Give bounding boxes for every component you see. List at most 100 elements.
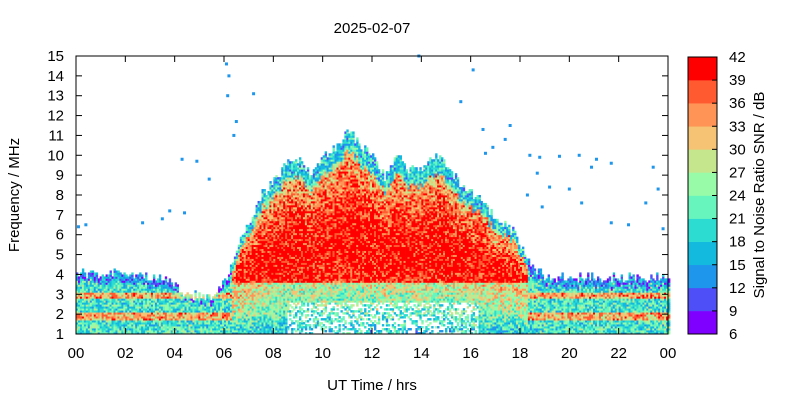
heatmap-cell	[127, 318, 130, 321]
heatmap-cell	[76, 310, 79, 313]
heatmap-cell	[277, 310, 280, 313]
heatmap-cell	[131, 282, 134, 285]
heatmap-cell	[156, 304, 160, 307]
heatmap-cell	[237, 286, 241, 289]
heatmap-cell	[306, 218, 310, 222]
heatmap-cell	[133, 306, 136, 309]
heatmap-cell	[302, 228, 306, 232]
heatmap-cell	[81, 274, 85, 277]
heatmap-cell	[291, 328, 294, 331]
heatmap-cell	[180, 306, 183, 309]
heatmap-cell	[247, 240, 251, 244]
heatmap-cell	[267, 264, 270, 267]
heatmap-cell	[77, 300, 81, 303]
heatmap-cell	[283, 202, 286, 206]
heatmap-cell	[253, 258, 256, 261]
heatmap-cell	[289, 210, 292, 214]
heatmap-cell	[271, 232, 274, 236]
heatmap-cell	[247, 244, 251, 248]
heatmap-cell	[273, 330, 276, 333]
heatmap-cell	[306, 276, 310, 279]
heatmap-cell	[298, 230, 302, 234]
heatmap-cell	[259, 208, 262, 212]
heatmap-cell	[297, 266, 300, 269]
heatmap-cell	[285, 226, 288, 230]
heatmap-cell	[241, 244, 245, 248]
heatmap-cell	[243, 314, 247, 317]
heatmap-cell	[83, 296, 87, 299]
heatmap-cell	[310, 246, 314, 250]
heatmap-cell	[271, 252, 274, 255]
heatmap-cell	[113, 272, 116, 275]
heatmap-cell	[251, 236, 254, 240]
heatmap-cell	[172, 330, 176, 333]
heatmap-cell	[109, 274, 112, 277]
heatmap-cell	[269, 181, 272, 184]
heatmap-cell	[312, 189, 316, 192]
heatmap-cell	[85, 332, 89, 335]
heatmap-cell	[302, 222, 306, 226]
heatmap-cell	[265, 278, 268, 281]
heatmap-cell	[255, 250, 258, 253]
heatmap-cell	[285, 202, 288, 206]
heatmap-cell	[101, 316, 105, 319]
heatmap-cell	[172, 324, 176, 327]
heatmap-cell	[245, 244, 249, 248]
heatmap-cell	[85, 292, 89, 295]
heatmap-cell	[202, 306, 205, 309]
heatmap-cell	[119, 276, 122, 279]
heatmap-cell	[267, 266, 270, 269]
heatmap-cell	[91, 286, 95, 289]
heatmap-cell	[279, 312, 282, 315]
heatmap-cell	[243, 252, 247, 255]
heatmap-cell	[285, 280, 288, 283]
heatmap-cell	[147, 294, 150, 297]
heatmap-cell	[233, 332, 237, 335]
heatmap-cell	[251, 224, 254, 228]
heatmap-cell	[275, 187, 278, 190]
heatmap-cell	[275, 206, 278, 210]
heatmap-cell	[277, 268, 280, 271]
heatmap-cell	[188, 298, 191, 301]
heatmap-cell	[121, 294, 124, 297]
heatmap-cell	[291, 189, 294, 192]
heatmap-cell	[190, 304, 193, 307]
heatmap-cell	[298, 264, 302, 267]
heatmap-cell	[109, 332, 112, 335]
heatmap-cell	[156, 278, 160, 281]
heatmap-cell	[302, 169, 306, 172]
heatmap-cell	[306, 196, 310, 200]
heatmap-cell	[257, 298, 260, 301]
heatmap-cell	[271, 242, 274, 246]
heatmap-cell	[107, 308, 110, 311]
heatmap-cell	[251, 298, 254, 301]
heatmap-cell	[281, 208, 284, 212]
heatmap-cell	[298, 218, 302, 222]
heatmap-cell	[279, 266, 282, 269]
heatmap-cell	[105, 278, 108, 281]
heatmap-cell	[277, 254, 280, 257]
heatmap-cell	[224, 318, 227, 321]
heatmap-cell	[273, 284, 276, 287]
heatmap-cell	[166, 316, 170, 319]
heatmap-cell	[281, 298, 284, 301]
heatmap-cell	[135, 296, 138, 299]
heatmap-cell	[247, 228, 251, 232]
heatmap-cell	[287, 288, 290, 291]
heatmap-cell	[172, 290, 176, 293]
heatmap-cell	[152, 288, 156, 291]
heatmap-cell	[312, 230, 316, 234]
heatmap-cell	[259, 216, 262, 220]
heatmap-cell	[249, 246, 253, 250]
heatmap-cell	[291, 218, 294, 222]
heatmap-cell	[76, 312, 79, 315]
heatmap-cell	[253, 326, 256, 329]
heatmap-cell	[87, 306, 91, 309]
heatmap-cell	[239, 314, 243, 317]
heatmap-cell	[237, 244, 241, 248]
heatmap-cell	[196, 320, 199, 323]
heatmap-cell	[125, 290, 128, 293]
heatmap-cell	[265, 282, 268, 285]
heatmap-cell	[253, 278, 256, 281]
heatmap-cell	[141, 278, 144, 281]
